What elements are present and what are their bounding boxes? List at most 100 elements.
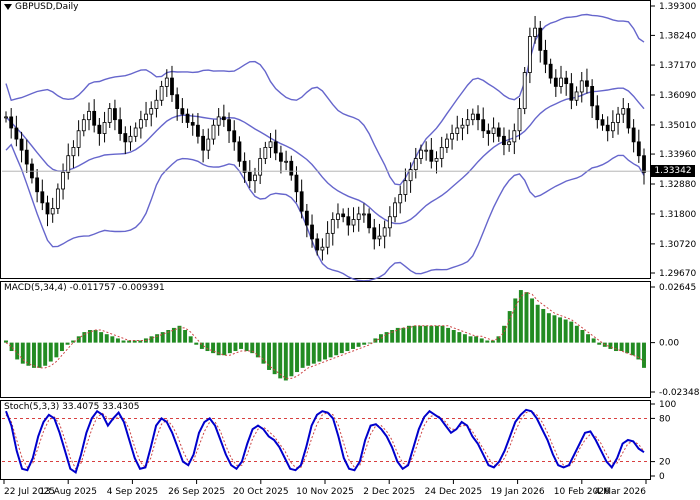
candle-body xyxy=(55,188,60,209)
macd-bar xyxy=(211,342,216,354)
candle-body xyxy=(273,141,278,154)
macd-bar xyxy=(160,332,165,343)
candle-body xyxy=(221,116,226,121)
macd-bar xyxy=(43,342,48,366)
candle-body xyxy=(81,119,86,132)
macd-bar xyxy=(261,342,266,364)
candle-body xyxy=(512,130,517,143)
price-axis-label: 1.29670 xyxy=(659,269,696,279)
candle-body xyxy=(548,63,553,79)
candle-body xyxy=(610,122,615,132)
macd-bar xyxy=(390,330,395,343)
candle-body xyxy=(71,147,76,157)
candle-body xyxy=(429,149,434,162)
macd-bar xyxy=(429,325,434,343)
candle-body xyxy=(154,99,159,109)
candle-body xyxy=(574,91,579,101)
candle-body xyxy=(553,77,558,87)
macd-bar xyxy=(642,342,646,368)
macd-bar xyxy=(395,327,400,343)
macd-bar xyxy=(434,325,439,343)
macd-bar xyxy=(351,342,355,349)
candle-body xyxy=(315,238,320,251)
candle-body xyxy=(279,152,283,162)
candle-body xyxy=(123,133,128,143)
macd-bar xyxy=(530,298,535,343)
candle-body xyxy=(284,160,288,163)
candle-body xyxy=(4,116,8,119)
candle-body xyxy=(419,149,423,159)
dropdown-triangle-icon[interactable] xyxy=(4,4,12,10)
price-axis-label: 1.31800 xyxy=(659,210,696,220)
macd-bar xyxy=(149,336,154,343)
candle-body xyxy=(320,246,325,251)
candle-body xyxy=(522,72,527,109)
macd-bar xyxy=(311,342,316,364)
candle-body xyxy=(387,216,392,229)
candle-body xyxy=(356,213,361,220)
candle-body xyxy=(253,174,257,182)
candle-body xyxy=(92,110,97,126)
macd-chart[interactable]: 0.02645 0.00 -0.02348 xyxy=(0,281,700,398)
macd-bar xyxy=(401,327,406,343)
macd-bar xyxy=(586,334,591,343)
candle-body xyxy=(50,207,55,215)
macd-bar xyxy=(339,342,344,354)
macd-bar xyxy=(591,338,596,343)
candle-body xyxy=(502,135,506,146)
macd-bar xyxy=(233,342,238,352)
candle-body xyxy=(268,141,273,148)
macd-bar xyxy=(451,330,456,343)
macd-bar xyxy=(289,342,294,377)
macd-bar xyxy=(104,334,109,343)
candle-body xyxy=(362,213,366,216)
candle-body xyxy=(636,141,641,157)
macd-bar xyxy=(26,342,31,366)
candle-body xyxy=(481,119,486,132)
macd-title: MACD(5,34,4) -0.011757 -0.009391 xyxy=(4,283,165,293)
macd-bar xyxy=(71,340,76,343)
macd-bar xyxy=(474,336,479,343)
time-axis-label: 10 Nov 2025 xyxy=(296,487,354,497)
macd-bar xyxy=(563,319,568,343)
macd-bar xyxy=(317,342,322,362)
candle-body xyxy=(76,130,81,148)
candle-body xyxy=(107,108,112,123)
candle-body xyxy=(128,135,133,143)
current-price-label: 1.33342 xyxy=(651,165,695,178)
macd-axis-label: 0.00 xyxy=(659,339,679,349)
stoch-axis-label: 80 xyxy=(659,414,671,424)
candle-body xyxy=(450,133,454,140)
stoch-axis-label: 100 xyxy=(659,400,676,410)
stoch-chart[interactable]: 100 80 20 0 xyxy=(0,400,700,482)
macd-pane: 0.02645 0.00 -0.02348 MACD(5,34,4) -0.0117… xyxy=(0,281,700,398)
macd-bar xyxy=(328,342,333,358)
macd-bar xyxy=(558,317,563,343)
candle-body xyxy=(97,124,102,134)
candle-body xyxy=(585,80,589,87)
macd-bar xyxy=(502,325,507,343)
time-axis-label: 13 Aug 2025 xyxy=(39,487,97,497)
macd-bar xyxy=(205,342,210,352)
macd-bar xyxy=(524,292,529,343)
macd-bar xyxy=(446,327,451,343)
macd-bar xyxy=(535,304,540,343)
price-chart[interactable]: 1.39300 1.38240 1.37170 1.36090 1.35010 1.339… xyxy=(0,0,700,282)
candle-body xyxy=(377,235,382,240)
macd-bar xyxy=(267,342,272,370)
macd-bar xyxy=(636,342,641,360)
macd-bar xyxy=(479,338,484,343)
candle-body xyxy=(9,116,14,129)
macd-bar xyxy=(630,342,635,356)
macd-bar xyxy=(87,330,92,343)
candle-body xyxy=(642,155,646,173)
macd-bar xyxy=(485,340,490,343)
candle-body xyxy=(393,202,397,218)
candle-body xyxy=(351,219,356,226)
symbol-title: GBPUSD,Daily xyxy=(15,2,79,12)
stoch-axis-label: 20 xyxy=(659,458,671,468)
time-axis-label: 22 Jul 2025 xyxy=(4,487,55,497)
macd-bar xyxy=(177,325,182,343)
candle-body xyxy=(180,108,185,115)
macd-bar xyxy=(138,340,143,343)
